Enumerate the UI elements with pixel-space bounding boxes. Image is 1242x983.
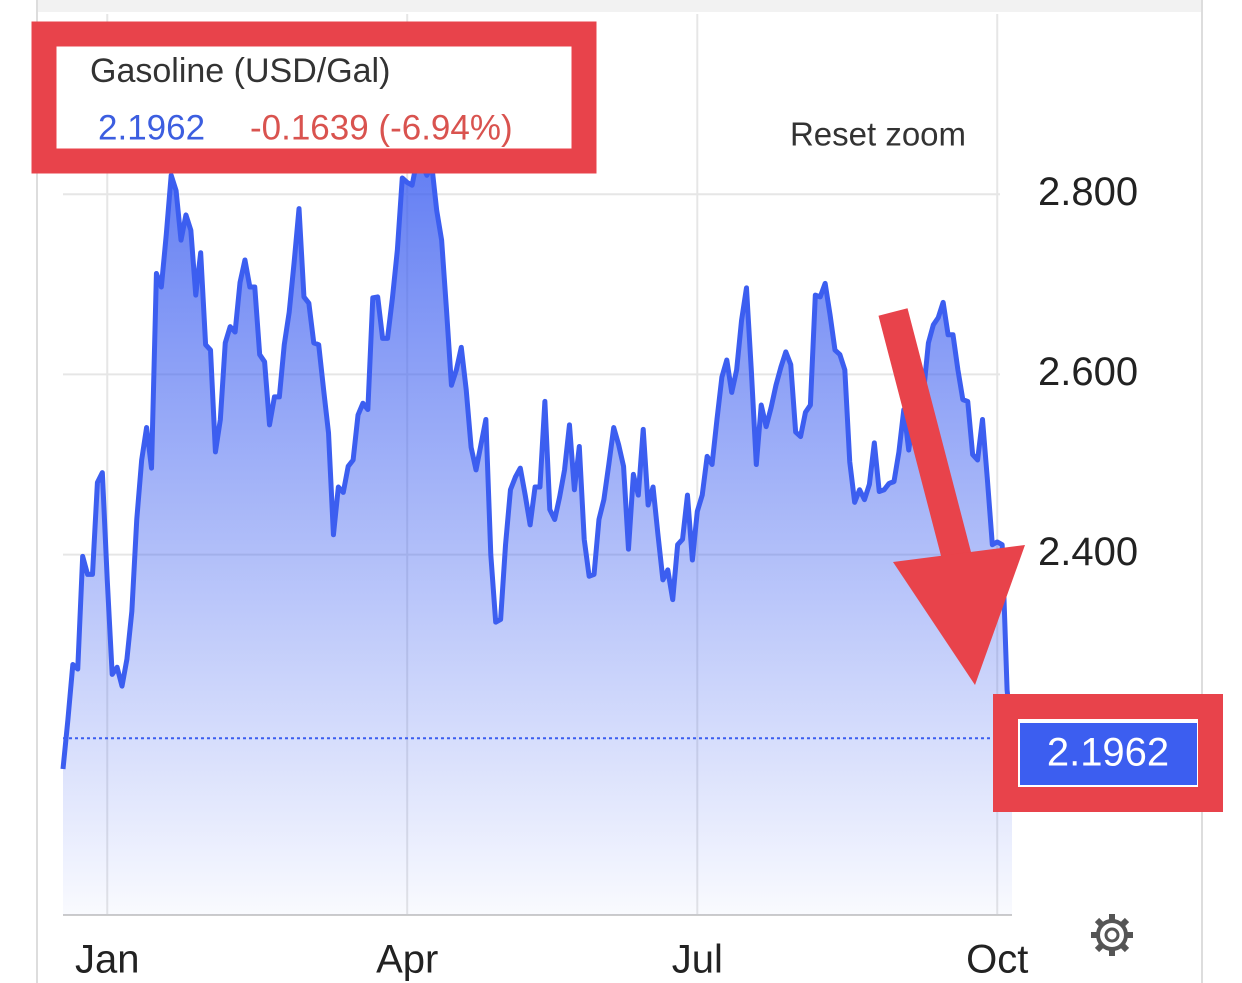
chart-title: Gasoline (USD/Gal) xyxy=(90,52,390,90)
plot xyxy=(60,157,1015,915)
y-tick-label: 2.400 xyxy=(1038,530,1138,574)
line xyxy=(60,157,1015,770)
x-axis: Jan Apr Jul Oct xyxy=(75,938,1028,982)
x-tick-label: Apr xyxy=(376,938,438,982)
area-fill xyxy=(63,159,1012,915)
last-value-box xyxy=(1020,723,1197,785)
y-tick-label: 2.800 xyxy=(1038,170,1138,214)
x-tick-label: Jul xyxy=(672,938,723,982)
y-axis: 2.400 2.600 2.800 xyxy=(1038,170,1138,574)
reset-zoom-button[interactable]: Reset zoom xyxy=(790,116,966,153)
settings-icon[interactable] xyxy=(1091,914,1133,956)
highlight-box xyxy=(993,694,1223,812)
annotation-arrowhead xyxy=(893,545,1025,685)
top-band xyxy=(37,0,1202,12)
annotation-arrow xyxy=(878,308,983,604)
last-value-label: 2.1962 xyxy=(1047,731,1169,775)
change: -0.1639 (-6.94%) xyxy=(250,108,513,147)
y-tick-label: 2.600 xyxy=(1038,350,1138,394)
current-value: 2.1962 xyxy=(98,108,205,147)
x-tick-label: Oct xyxy=(966,938,1028,982)
highlight-box xyxy=(31,21,597,174)
x-tick-label: Jan xyxy=(75,938,140,982)
